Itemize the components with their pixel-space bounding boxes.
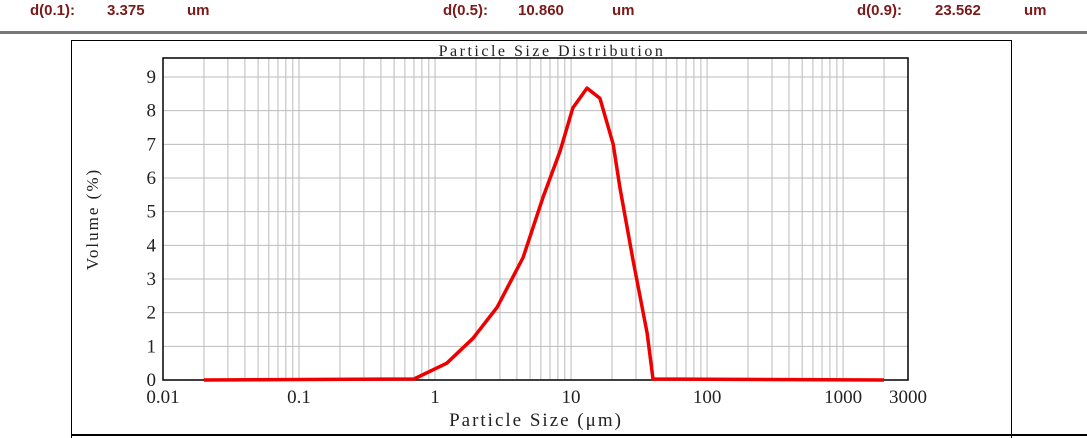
y-tick-label: 4 [147, 235, 157, 256]
x-axis-label: Particle Size (μm) [449, 410, 623, 431]
y-tick-label: 0 [147, 370, 157, 391]
x-tick-label: 10 [562, 387, 581, 408]
x-tick-label: 1000 [824, 387, 862, 408]
d10-value: 3.375 [107, 2, 145, 19]
x-tick-label: 100 [693, 387, 722, 408]
d10-label: d(0.1): [30, 2, 75, 19]
d90-unit: um [1024, 2, 1047, 19]
header-divider [0, 31, 1087, 34]
y-tick-label: 5 [147, 202, 157, 223]
y-tick-label: 9 [147, 67, 157, 88]
y-tick-label: 3 [147, 269, 157, 290]
chart-title: Particle Size Distribution [439, 43, 666, 60]
y-tick-label: 6 [147, 168, 157, 189]
d90-label: d(0.9): [857, 2, 902, 19]
bottom-divider [71, 434, 1087, 436]
d50-value: 10.860 [518, 2, 564, 19]
d10-unit: um [187, 2, 210, 19]
x-tick-label: 1 [430, 387, 440, 408]
d90-value: 23.562 [935, 2, 981, 19]
y-tick-label: 8 [147, 101, 157, 122]
x-tick-label: 3000 [889, 387, 927, 408]
distribution-curve [203, 86, 885, 382]
d50-label: d(0.5): [443, 2, 488, 19]
plot-area [162, 57, 909, 381]
chart-frame [71, 40, 1012, 438]
y-tick-label: 1 [147, 336, 157, 357]
y-tick-label: 2 [147, 303, 157, 324]
x-tick-label: 0.01 [146, 387, 179, 408]
y-axis-label: Volume (%) [83, 168, 102, 270]
y-tick-label: 7 [147, 134, 157, 155]
x-tick-label: 0.1 [287, 387, 311, 408]
d50-unit: um [612, 2, 635, 19]
